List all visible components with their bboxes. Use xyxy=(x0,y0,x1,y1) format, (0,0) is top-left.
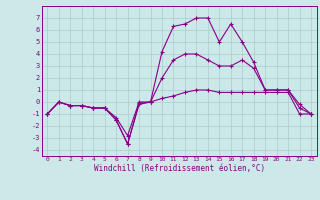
X-axis label: Windchill (Refroidissement éolien,°C): Windchill (Refroidissement éolien,°C) xyxy=(94,164,265,173)
